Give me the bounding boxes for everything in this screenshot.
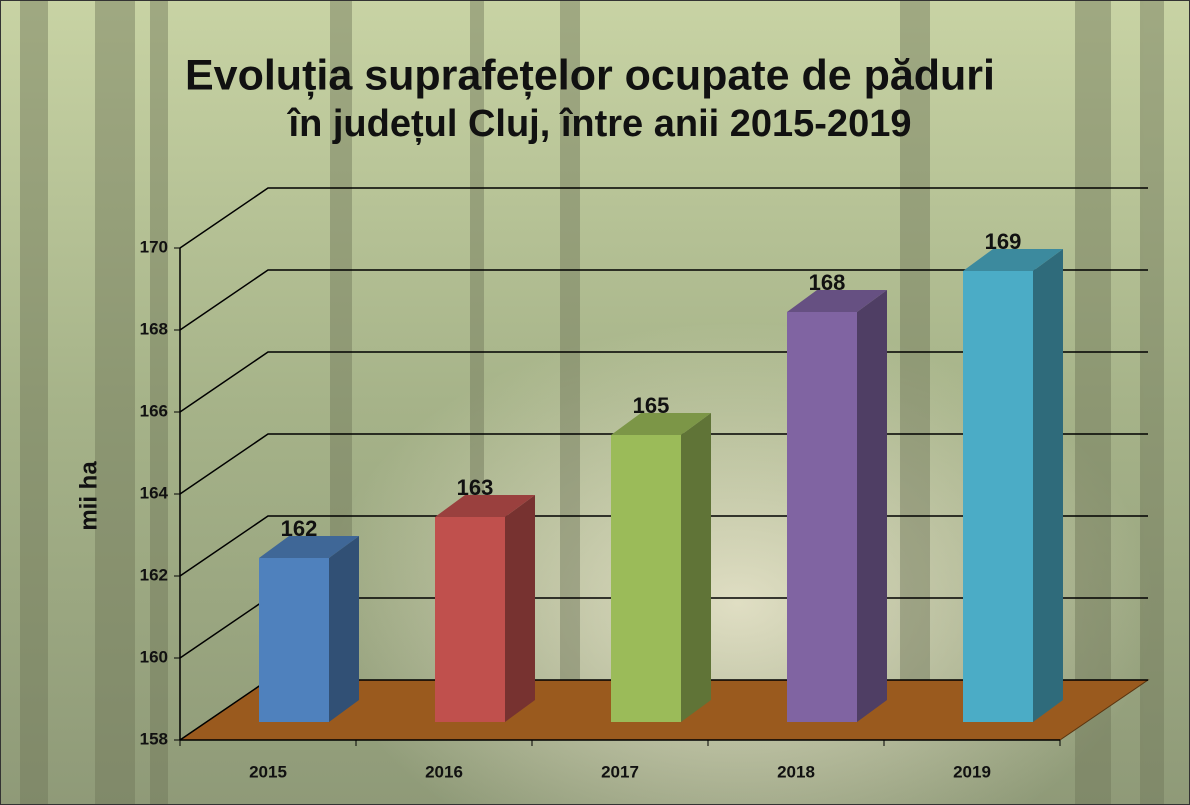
x-tick-label: 2017 bbox=[601, 762, 639, 781]
y-tick-label: 164 bbox=[140, 483, 169, 502]
bar bbox=[435, 495, 535, 722]
bar-top bbox=[435, 495, 535, 517]
bar bbox=[611, 413, 711, 722]
bar-side bbox=[329, 536, 359, 722]
chart-title: în județul Cluj, între anii 2015-2019 bbox=[287, 103, 912, 145]
value-label: 168 bbox=[809, 270, 846, 295]
value-label: 163 bbox=[457, 475, 494, 500]
bar bbox=[963, 249, 1063, 722]
bar-front bbox=[963, 271, 1033, 722]
chart-title: Evoluția suprafețelor ocupate de păduri bbox=[185, 51, 995, 99]
bar-top bbox=[259, 536, 359, 558]
x-tick-label: 2015 bbox=[249, 762, 287, 781]
value-label: 169 bbox=[985, 229, 1022, 254]
bar-front bbox=[611, 435, 681, 722]
bar-top bbox=[963, 249, 1063, 271]
y-tick-label: 158 bbox=[140, 729, 168, 748]
y-axis-label: mii ha bbox=[75, 461, 102, 531]
bar bbox=[787, 290, 887, 722]
bar-top bbox=[611, 413, 711, 435]
x-tick-label: 2016 bbox=[425, 762, 463, 781]
bar bbox=[259, 536, 359, 722]
bar-side bbox=[505, 495, 535, 722]
bar-side bbox=[1033, 249, 1063, 722]
y-tick-label: 162 bbox=[140, 565, 168, 584]
bar-side bbox=[681, 413, 711, 722]
x-tick-label: 2018 bbox=[777, 762, 815, 781]
value-label: 162 bbox=[281, 516, 318, 541]
y-tick-label: 170 bbox=[140, 237, 168, 256]
bar-front bbox=[435, 517, 505, 722]
y-tick-label: 168 bbox=[140, 319, 168, 338]
bar-top bbox=[787, 290, 887, 312]
grid-line bbox=[179, 187, 1148, 249]
y-tick-label: 160 bbox=[140, 647, 168, 666]
bar-front bbox=[787, 312, 857, 722]
bar-side bbox=[857, 290, 887, 722]
value-label: 165 bbox=[633, 393, 670, 418]
y-tick-label: 166 bbox=[140, 401, 168, 420]
bar-front bbox=[259, 558, 329, 722]
grid-line bbox=[179, 269, 1148, 331]
x-tick-label: 2019 bbox=[953, 762, 991, 781]
